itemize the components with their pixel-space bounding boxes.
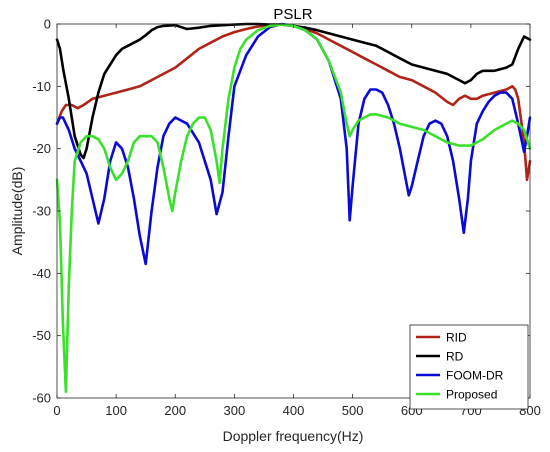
legend: RID RD FOOM-DR Proposed [409,324,529,410]
x-axis-label: Doppler frequency(Hz) [223,428,364,444]
x-tick-label: 300 [224,403,246,418]
y-tick-label: -20 [32,141,51,156]
series-line-proposed [55,23,532,394]
legend-label-rd: RD [446,350,464,364]
y-tick-label: -10 [32,79,51,94]
y-tick-label: -30 [32,204,51,219]
y-tick-label: -40 [32,266,51,281]
x-tick-label: 100 [105,403,127,418]
y-tick-label: -60 [32,391,51,406]
x-tick-label: 200 [164,403,186,418]
series-line-rid [55,23,532,182]
y-tick-label: -50 [32,328,51,343]
x-tick-label: 400 [283,403,305,418]
chart-title: PSLR [273,6,312,23]
x-tick-label: 0 [53,403,60,418]
legend-label-rid: RID [446,331,467,345]
x-tick-label: 500 [342,403,364,418]
y-tick-label: 0 [44,17,51,32]
legend-label-foom-dr: FOOM-DR [446,369,504,383]
y-axis-label: Amplitude(dB) [9,167,25,256]
legend-label-proposed: Proposed [446,388,497,402]
